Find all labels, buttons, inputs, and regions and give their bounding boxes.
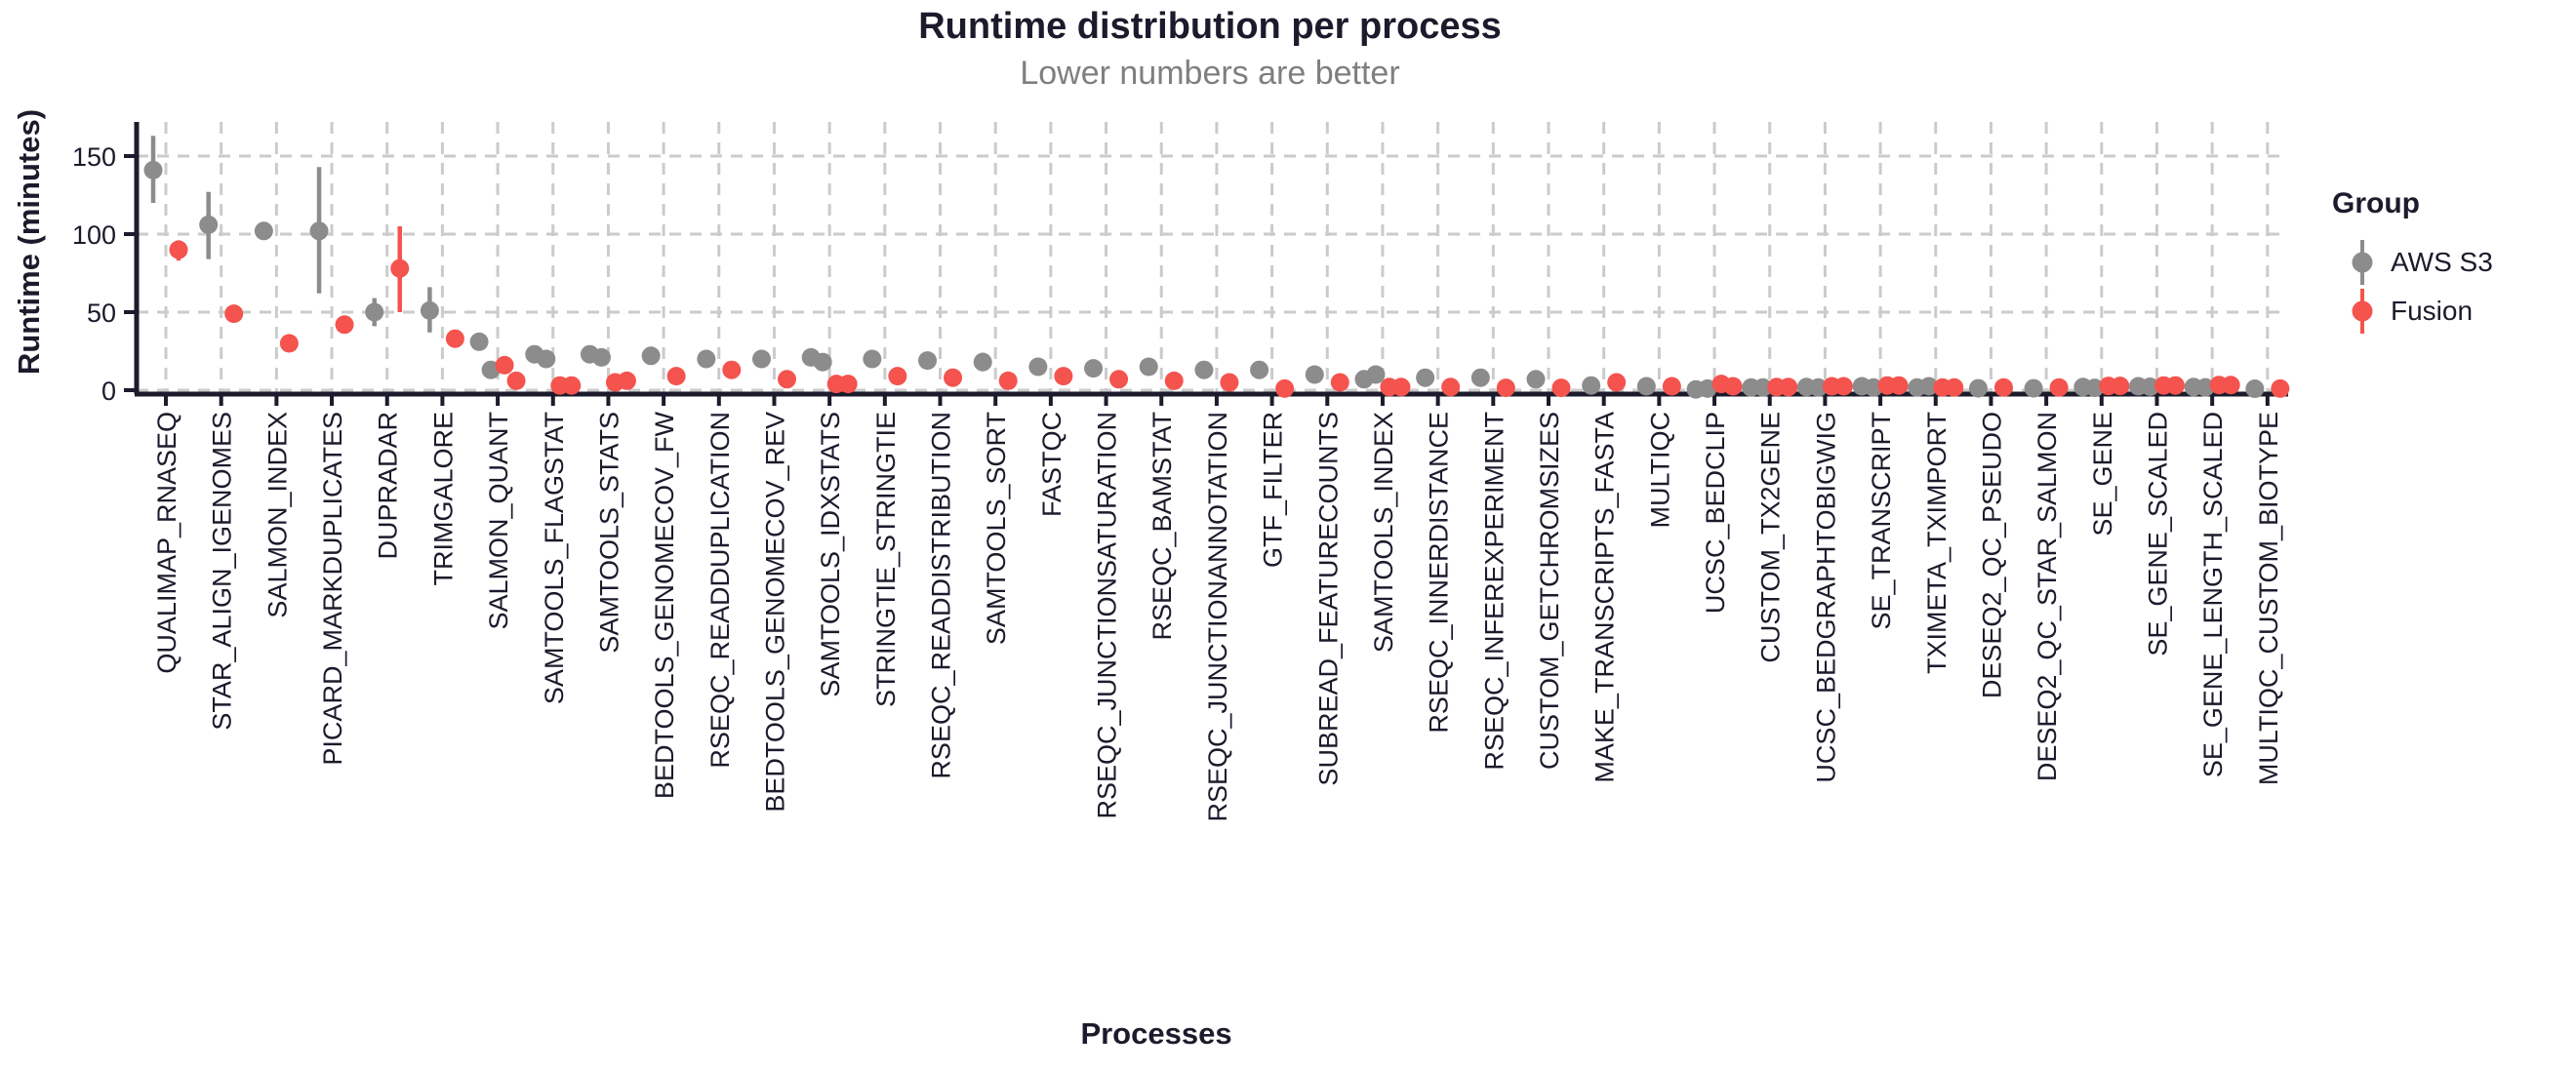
svg-text:SAMTOOLS_STATS: SAMTOOLS_STATS [594,412,624,654]
svg-text:MULTIQC_CUSTOM_BIOTYPE: MULTIQC_CUSTOM_BIOTYPE [2254,412,2283,785]
svg-text:0: 0 [101,377,116,406]
svg-text:CUSTOM_TX2GENE: CUSTOM_TX2GENE [1756,412,1786,663]
svg-text:RSEQC_JUNCTIONSATURATION: RSEQC_JUNCTIONSATURATION [1093,412,1122,819]
gridlines [137,122,2288,394]
svg-text:UCSC_BEDGRAPHTOBIGWIG: UCSC_BEDGRAPHTOBIGWIG [1811,412,1840,783]
svg-text:RSEQC_READDUPLICATION: RSEQC_READDUPLICATION [705,412,735,769]
svg-text:DUPRADAR: DUPRADAR [374,412,403,560]
svg-text:FASTQC: FASTQC [1037,412,1067,517]
pointrange-glyph-red-icon [2350,289,2375,334]
svg-text:SAMTOOLS_SORT: SAMTOOLS_SORT [982,412,1011,645]
legend: Group AWS S3 Fusion [2332,187,2493,336]
svg-text:150: 150 [72,142,116,172]
svg-text:RSEQC_JUNCTIONANNOTATION: RSEQC_JUNCTIONANNOTATION [1203,412,1232,822]
svg-text:RSEQC_INFEREXPERIMENT: RSEQC_INFEREXPERIMENT [1479,412,1509,771]
legend-label-aws-s3: AWS S3 [2391,247,2493,277]
svg-text:SALMON_INDEX: SALMON_INDEX [262,412,292,618]
legend-item-fusion: Fusion [2332,287,2493,336]
svg-text:SE_GENE_LENGTH_SCALED: SE_GENE_LENGTH_SCALED [2198,412,2228,777]
svg-text:BEDTOOLS_GENOMECOV_FW: BEDTOOLS_GENOMECOV_FW [650,411,679,799]
legend-title: Group [2332,187,2420,219]
svg-text:DESEQ2_QC_PSEUDO: DESEQ2_QC_PSEUDO [1977,412,2006,698]
svg-text:GTF_FILTER: GTF_FILTER [1259,412,1288,568]
legend-item-aws-s3: AWS S3 [2332,238,2493,287]
svg-text:STRINGTIE_STRINGTIE: STRINGTIE_STRINGTIE [871,412,901,707]
svg-text:50: 50 [87,298,116,328]
svg-text:CUSTOM_GETCHROMSIZES: CUSTOM_GETCHROMSIZES [1535,412,1564,770]
svg-text:100: 100 [72,220,116,250]
pointrange-glyph-gray-icon [2350,240,2375,285]
chart-subtitle: Lower numbers are better [1020,55,1400,92]
svg-text:MAKE_TRANSCRIPTS_FASTA: MAKE_TRANSCRIPTS_FASTA [1590,412,1620,783]
svg-text:SE_GENE_SCALED: SE_GENE_SCALED [2143,412,2172,656]
svg-text:RSEQC_INNERDISTANCE: RSEQC_INNERDISTANCE [1425,412,1454,734]
chart-title: Runtime distribution per process [918,6,1502,47]
svg-text:SUBREAD_FEATURECOUNTS: SUBREAD_FEATURECOUNTS [1313,412,1343,786]
svg-text:DESEQ2_QC_STAR_SALMON: DESEQ2_QC_STAR_SALMON [2033,412,2062,781]
svg-text:STAR_ALIGN_IGENOMES: STAR_ALIGN_IGENOMES [208,412,237,731]
svg-text:UCSC_BEDCLIP: UCSC_BEDCLIP [1701,412,1730,614]
svg-text:SAMTOOLS_INDEX: SAMTOOLS_INDEX [1369,412,1398,653]
svg-text:RSEQC_BAMSTAT: RSEQC_BAMSTAT [1147,412,1177,641]
svg-text:SAMTOOLS_FLAGSTAT: SAMTOOLS_FLAGSTAT [540,412,569,704]
svg-text:BEDTOOLS_GENOMECOV_REV: BEDTOOLS_GENOMECOV_REV [760,412,789,813]
x-category-labels: QUALIMAP_RNASEQ STAR_ALIGN_IGENOMES SALMON… [152,411,2283,821]
svg-text:RSEQC_READDISTRIBUTION: RSEQC_READDISTRIBUTION [927,412,956,779]
legend-label-fusion: Fusion [2391,296,2474,326]
svg-text:SE_TRANSCRIPT: SE_TRANSCRIPT [1867,412,1896,630]
svg-text:PICARD_MARKDUPLICATES: PICARD_MARKDUPLICATES [318,412,347,766]
x-axis-title: Processes [1080,1016,1232,1051]
svg-text:TRIMGALORE: TRIMGALORE [428,412,458,586]
svg-text:SE_GENE: SE_GENE [2088,412,2117,536]
svg-text:SALMON_QUANT: SALMON_QUANT [484,412,513,630]
svg-text:QUALIMAP_RNASEQ: QUALIMAP_RNASEQ [152,412,181,674]
points [143,136,2290,399]
svg-text:SAMTOOLS_IDXSTATS: SAMTOOLS_IDXSTATS [816,412,845,697]
svg-text:TXIMETA_TXIMPORT: TXIMETA_TXIMPORT [1922,412,1952,674]
svg-text:MULTIQC: MULTIQC [1645,412,1674,529]
